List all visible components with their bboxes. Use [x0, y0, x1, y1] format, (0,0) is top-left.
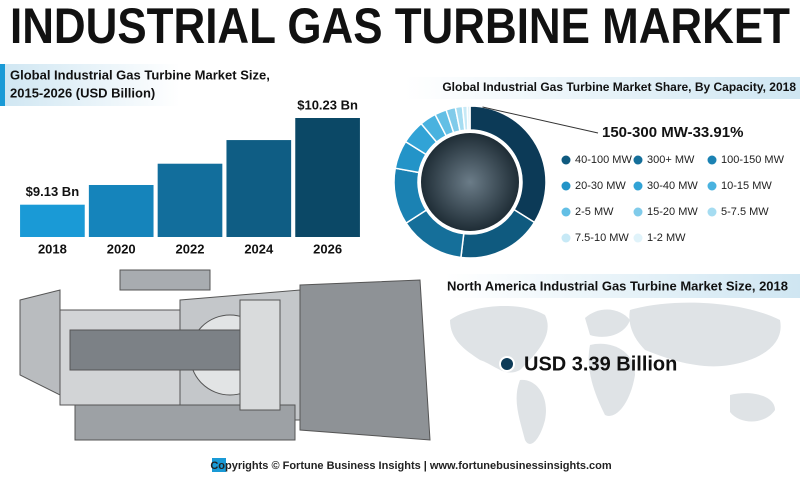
legend-swatch [633, 155, 643, 165]
bar [226, 140, 292, 237]
x-tick-label: 2018 [38, 241, 67, 256]
pie-title-band [405, 77, 800, 99]
legend-swatch [561, 233, 571, 243]
map-title-band [445, 274, 800, 298]
x-tick-label: 2022 [176, 241, 205, 256]
map-marker [499, 356, 515, 372]
legend-swatch [707, 155, 717, 165]
chart-title: 2015-2026 (USD Billion) [10, 85, 155, 100]
legend-swatch [707, 181, 717, 191]
bar-title-band [0, 64, 180, 106]
bar [157, 163, 223, 237]
bar [88, 184, 154, 237]
band-accent [0, 64, 5, 106]
turbine-illustration [19, 269, 431, 441]
legend-label: 7.5-10 MW [575, 232, 629, 244]
map-title: North America Industrial Gas Turbine Mar… [447, 278, 788, 293]
legend-swatch [561, 207, 571, 217]
chart-title: Global Industrial Gas Turbine Market Sha… [442, 80, 796, 94]
chart-title: Global Industrial Gas Turbine Market Siz… [10, 67, 270, 82]
footer: Copyrights © Fortune Business Insights |… [210, 460, 612, 472]
x-tick-label: 2020 [107, 241, 136, 256]
legend-label: 15-20 MW [647, 206, 698, 218]
legend-label: 10-15 MW [721, 180, 772, 192]
x-tick-label: 2024 [244, 241, 274, 256]
map-value: USD 3.39 Billion [524, 353, 677, 375]
legend-label: 5-7.5 MW [721, 206, 769, 218]
legend-label: 300+ MW [647, 154, 695, 166]
legend-label: 20-30 MW [575, 180, 626, 192]
value-label: $10.23 Bn [297, 97, 358, 112]
bar [20, 204, 85, 237]
legend-swatch [707, 207, 717, 217]
x-tick-label: 2026 [313, 241, 342, 256]
callout-line [482, 106, 599, 134]
legend-label: 30-40 MW [647, 180, 698, 192]
turbine-photo [421, 133, 519, 231]
legend-label: 2-5 MW [575, 206, 614, 218]
legend-swatch [633, 207, 643, 217]
legend-swatch [561, 181, 571, 191]
bar [295, 118, 360, 237]
value-label: $9.13 Bn [26, 184, 80, 199]
legend-label: 100-150 MW [721, 154, 785, 166]
pie-slice [466, 105, 471, 131]
legend-swatch [561, 155, 571, 165]
callout-label: 150-300 MW-33.91% [602, 124, 743, 141]
footer-logo [212, 458, 226, 472]
main-title: INDUSTRIAL GAS TURBINE MARKET [10, 0, 790, 54]
legend-swatch [633, 233, 643, 243]
world-map [450, 302, 781, 444]
legend-swatch [633, 181, 643, 191]
legend-label: 1-2 MW [647, 232, 686, 244]
legend-label: 40-100 MW [575, 154, 632, 166]
